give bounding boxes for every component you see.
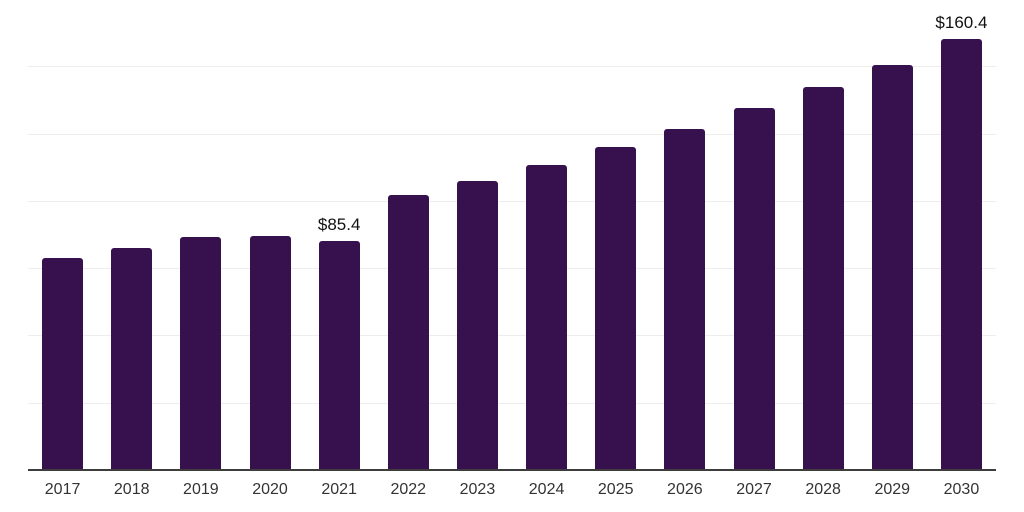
bar-2025 (595, 146, 637, 469)
x-tick-2028: 2028 (805, 481, 841, 498)
bar-2019 (180, 237, 222, 469)
x-tick-2025: 2025 (597, 481, 634, 498)
plot-area: $85.4 $160.4 (28, 0, 996, 471)
bar-2028 (802, 87, 844, 469)
gridline-25 (28, 402, 996, 404)
x-tick-2029: 2029 (874, 481, 911, 498)
gridline-125 (28, 133, 996, 135)
x-tick-2030: 2030 (943, 481, 980, 498)
bar-2027 (733, 108, 775, 469)
value-label-2021: $85.4 (317, 215, 361, 235)
gridline-150 (28, 66, 996, 68)
bar-2023 (456, 180, 498, 469)
bar-2021 (318, 241, 360, 469)
x-tick-2022: 2022 (390, 481, 427, 498)
x-tick-2021: 2021 (321, 481, 357, 498)
bar-2017 (42, 257, 84, 469)
x-tick-2024: 2024 (528, 481, 565, 498)
x-tick-2017: 2017 (44, 481, 81, 498)
bar-2022 (387, 194, 429, 469)
value-label-2030: $160.4 (935, 13, 988, 33)
gridline-75 (28, 268, 996, 270)
bar-2029 (871, 64, 913, 469)
gridline-50 (28, 335, 996, 337)
x-tick-2027: 2027 (736, 481, 772, 498)
bar-2030 (940, 39, 982, 469)
x-tick-2026: 2026 (667, 481, 703, 498)
bar-2026 (664, 128, 706, 469)
bar-2018 (111, 247, 153, 469)
bar-2024 (526, 164, 568, 469)
x-axis: 2017 2018 2019 2020 2021 2022 2023 2024 2025 2026… (28, 480, 996, 502)
bar-2020 (249, 235, 291, 469)
x-tick-2019: 2019 (183, 481, 219, 498)
x-tick-2023: 2023 (459, 481, 496, 498)
x-tick-2020: 2020 (252, 481, 288, 498)
gridline-100 (28, 200, 996, 202)
x-tick-2018: 2018 (113, 481, 150, 498)
